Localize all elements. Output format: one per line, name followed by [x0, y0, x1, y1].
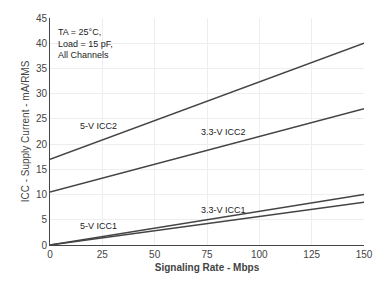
svg-text:5-V ICC1: 5-V ICC1 [80, 221, 117, 231]
svg-text:5-V ICC2: 5-V ICC2 [80, 121, 117, 131]
svg-text:75: 75 [201, 249, 213, 260]
svg-text:35: 35 [36, 63, 48, 74]
svg-text:10: 10 [36, 189, 48, 200]
svg-text:0: 0 [47, 249, 53, 260]
svg-text:Signaling Rate - Mbps: Signaling Rate - Mbps [155, 262, 260, 273]
svg-text:3.3-V ICC1: 3.3-V ICC1 [201, 205, 246, 215]
svg-text:45: 45 [36, 13, 48, 24]
svg-text:5: 5 [41, 214, 47, 225]
svg-text:3.3-V ICC2: 3.3-V ICC2 [201, 127, 246, 137]
svg-text:ICC - Supply Current - mA/RMS: ICC - Supply Current - mA/RMS [20, 60, 31, 202]
svg-text:40: 40 [36, 38, 48, 49]
svg-text:TA = 25°C,Load = 15 pF,All Cha: TA = 25°C,Load = 15 pF,All Channels [58, 27, 113, 60]
svg-text:15: 15 [36, 164, 48, 175]
svg-text:50: 50 [149, 249, 161, 260]
svg-text:30: 30 [36, 88, 48, 99]
svg-text:150: 150 [356, 249, 373, 260]
svg-text:100: 100 [251, 249, 268, 260]
svg-text:0: 0 [41, 240, 47, 251]
svg-text:25: 25 [36, 113, 48, 124]
svg-text:125: 125 [303, 249, 320, 260]
svg-text:20: 20 [36, 139, 48, 150]
svg-text:25: 25 [97, 249, 109, 260]
